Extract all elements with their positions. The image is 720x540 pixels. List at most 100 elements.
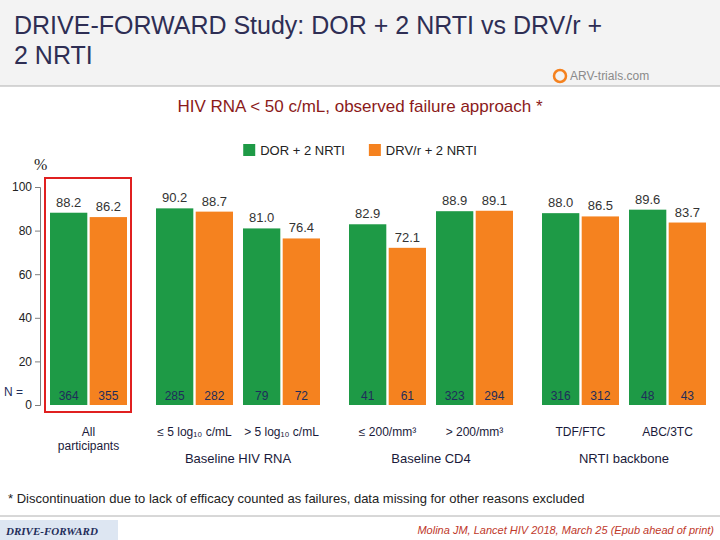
study-tag: DRIVE-FORWARD bbox=[5, 525, 98, 537]
bar bbox=[629, 210, 666, 405]
footnote: * Discontinuation due to lack of efficac… bbox=[8, 491, 584, 506]
n-label: 43 bbox=[681, 389, 695, 403]
x-tick-label: > 200/mm³ bbox=[446, 425, 504, 439]
logo-text: ARV-trials.com bbox=[570, 69, 649, 83]
y-tick: 100 bbox=[12, 180, 40, 194]
footer-rule bbox=[0, 516, 720, 517]
n-label: 41 bbox=[361, 389, 375, 403]
legend: DOR + 2 NRTI DRV/r + 2 NRTI bbox=[243, 143, 477, 158]
y-tick-mark bbox=[35, 318, 40, 319]
bar bbox=[582, 216, 619, 405]
y-tick: 80 bbox=[19, 224, 40, 238]
legend-item: DRV/r + 2 NRTI bbox=[369, 143, 477, 158]
data-label: 88.0 bbox=[548, 195, 573, 210]
y-axis-line bbox=[35, 188, 41, 406]
y-tick-label: 60 bbox=[19, 268, 33, 282]
y-tick: 60 bbox=[19, 268, 40, 282]
n-label: 355 bbox=[98, 389, 118, 403]
bar bbox=[389, 248, 426, 405]
x-tick-label: > 5 log₁₀ c/mL bbox=[244, 425, 319, 439]
legend-label: DRV/r + 2 NRTI bbox=[386, 143, 477, 158]
data-label: 81.0 bbox=[249, 210, 274, 225]
y-tick: 0 bbox=[25, 398, 40, 412]
x-axis-labels: Allparticipants ≤ 5 log₁₀ c/mL > 5 log₁₀ c… bbox=[58, 425, 693, 466]
data-label: 72.1 bbox=[395, 230, 420, 245]
title-line: 2 NRTI bbox=[14, 41, 93, 69]
y-tick-label: 80 bbox=[19, 224, 33, 238]
n-row-label: N = bbox=[4, 385, 23, 399]
bar bbox=[156, 208, 193, 405]
chart-container: DRIVE-FORWARD Study: DOR + 2 NRTI vs DRV… bbox=[0, 0, 720, 540]
x-tick-label: ≤ 5 log₁₀ c/mL bbox=[157, 425, 232, 439]
x-group-label: Baseline HIV RNA bbox=[185, 451, 292, 466]
bar bbox=[436, 211, 473, 405]
title-line: DRIVE-FORWARD Study: DOR + 2 NRTI vs DRV… bbox=[14, 11, 602, 39]
highlight-box bbox=[45, 178, 131, 412]
data-label: 86.2 bbox=[96, 199, 121, 214]
y-tick-label: 20 bbox=[19, 355, 33, 369]
legend-label: DOR + 2 NRTI bbox=[260, 143, 345, 158]
n-label: 282 bbox=[204, 389, 224, 403]
n-label: 294 bbox=[484, 389, 504, 403]
bar-series bbox=[50, 208, 666, 405]
x-tick-label: ABC/3TC bbox=[642, 425, 693, 439]
chart-svg: DRIVE-FORWARD Study: DOR + 2 NRTI vs DRV… bbox=[0, 0, 720, 540]
legend-item: DOR + 2 NRTI bbox=[243, 143, 345, 158]
x-group-label: NRTI backbone bbox=[579, 451, 669, 466]
bar bbox=[243, 228, 280, 405]
x-tick-label: Allparticipants bbox=[58, 425, 119, 453]
data-label: 89.6 bbox=[635, 192, 660, 207]
title: DRIVE-FORWARD Study: DOR + 2 NRTI vs DRV… bbox=[14, 11, 602, 69]
bar bbox=[349, 224, 386, 405]
n-label: 316 bbox=[551, 389, 571, 403]
y-tick-label: 40 bbox=[19, 311, 33, 325]
n-label: 312 bbox=[590, 389, 610, 403]
y-tick-label: 100 bbox=[12, 180, 32, 194]
bar bbox=[50, 213, 87, 405]
n-label: 364 bbox=[59, 389, 79, 403]
y-axis-title: % bbox=[34, 156, 47, 173]
legend-swatch bbox=[243, 144, 255, 156]
y-tick-mark bbox=[35, 405, 40, 406]
legend-swatch bbox=[369, 144, 381, 156]
x-group-label: Baseline CD4 bbox=[391, 451, 471, 466]
data-label: 88.2 bbox=[56, 195, 81, 210]
bar-series bbox=[90, 211, 706, 405]
y-tick-mark bbox=[35, 274, 40, 275]
x-tick-label-line: participants bbox=[58, 439, 119, 453]
n-label: 61 bbox=[401, 389, 415, 403]
data-label: 88.9 bbox=[442, 193, 467, 208]
y-tick: 20 bbox=[19, 355, 40, 369]
y-axis: 0 20 40 60 80 100 bbox=[12, 180, 41, 412]
header-band bbox=[0, 0, 720, 86]
y-tick-mark bbox=[35, 187, 40, 188]
bar bbox=[90, 217, 127, 405]
source: Molina JM, Lancet HIV 2018, March 25 (Ep… bbox=[417, 524, 714, 536]
data-label: 86.5 bbox=[588, 198, 613, 213]
bar bbox=[283, 238, 320, 405]
n-label: 79 bbox=[255, 389, 269, 403]
bar bbox=[542, 213, 579, 405]
data-label: 76.4 bbox=[289, 220, 314, 235]
data-label: 88.7 bbox=[202, 194, 227, 209]
study-tag-box bbox=[0, 520, 118, 540]
bar bbox=[669, 223, 706, 405]
y-tick-label: 0 bbox=[25, 398, 32, 412]
x-tick-label-line: All bbox=[82, 425, 95, 439]
data-label: 82.9 bbox=[355, 206, 380, 221]
y-tick: 40 bbox=[19, 311, 40, 325]
x-tick-label: TDF/FTC bbox=[556, 425, 606, 439]
n-label: 285 bbox=[165, 389, 185, 403]
labels: 88.2 364 90.2 285 81.0 79 82.9 41 88.9 323 88.0 316… bbox=[56, 190, 700, 403]
data-label: 89.1 bbox=[482, 193, 507, 208]
n-label: 323 bbox=[445, 389, 465, 403]
data-label: 90.2 bbox=[162, 190, 187, 205]
n-label: 72 bbox=[295, 389, 309, 403]
bar bbox=[196, 212, 233, 405]
y-tick-mark bbox=[35, 361, 40, 362]
header-rule bbox=[0, 86, 720, 87]
x-tick-label: ≤ 200/mm³ bbox=[359, 425, 416, 439]
data-label: 83.7 bbox=[675, 205, 700, 220]
bars bbox=[50, 208, 706, 405]
n-label: 48 bbox=[641, 389, 655, 403]
